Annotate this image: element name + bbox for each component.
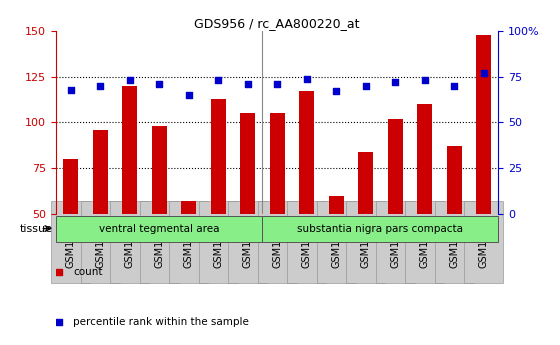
Bar bbox=[388, 119, 403, 305]
Bar bbox=[211, 99, 226, 305]
Point bbox=[55, 269, 64, 275]
Bar bbox=[270, 113, 284, 305]
Point bbox=[155, 81, 164, 87]
Bar bbox=[240, 113, 255, 305]
Bar bbox=[181, 201, 196, 305]
Point bbox=[479, 70, 488, 76]
Point bbox=[391, 79, 400, 85]
Bar bbox=[263, 216, 498, 242]
Point bbox=[125, 78, 134, 83]
Point bbox=[450, 83, 459, 89]
Title: GDS956 / rc_AA800220_at: GDS956 / rc_AA800220_at bbox=[194, 17, 360, 30]
Bar bbox=[122, 86, 137, 305]
Bar bbox=[93, 130, 108, 305]
Point bbox=[243, 81, 252, 87]
Text: substantia nigra pars compacta: substantia nigra pars compacta bbox=[297, 224, 464, 234]
Bar bbox=[417, 104, 432, 305]
Point bbox=[214, 78, 223, 83]
Point bbox=[332, 89, 340, 94]
Bar bbox=[152, 126, 167, 305]
Point bbox=[302, 76, 311, 81]
Bar bbox=[299, 91, 314, 305]
Text: tissue: tissue bbox=[20, 224, 53, 234]
Text: ventral tegmental area: ventral tegmental area bbox=[99, 224, 220, 234]
Point bbox=[184, 92, 193, 98]
Text: percentile rank within the sample: percentile rank within the sample bbox=[73, 317, 249, 327]
Text: count: count bbox=[73, 267, 102, 277]
Point bbox=[55, 319, 64, 325]
Point bbox=[66, 87, 75, 92]
Bar bbox=[63, 159, 78, 305]
Point bbox=[361, 83, 370, 89]
Point bbox=[420, 78, 429, 83]
Bar bbox=[329, 196, 343, 305]
Point bbox=[96, 83, 105, 89]
Bar bbox=[358, 152, 373, 305]
Point bbox=[273, 81, 282, 87]
Bar bbox=[56, 216, 263, 242]
Bar bbox=[476, 35, 491, 305]
Bar bbox=[447, 146, 461, 305]
